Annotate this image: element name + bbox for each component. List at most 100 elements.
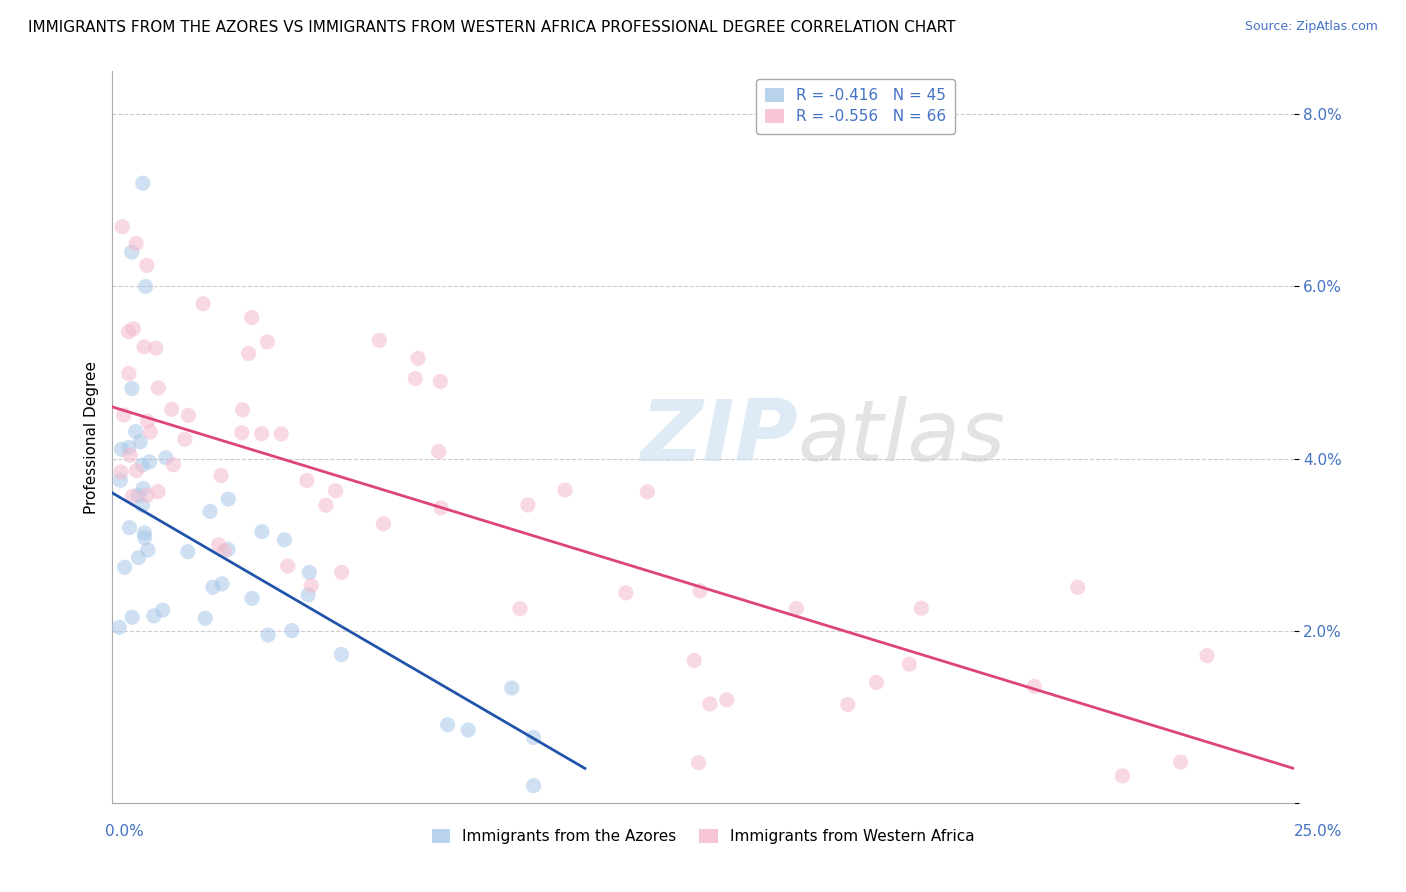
Point	[146, 484, 169, 499]
Point	[145, 341, 167, 355]
Point	[231, 425, 253, 440]
Point	[125, 236, 148, 251]
Text: atlas: atlas	[797, 395, 1005, 479]
Text: IMMIGRANTS FROM THE AZORES VS IMMIGRANTS FROM WESTERN AFRICA PROFESSIONAL DEGREE: IMMIGRANTS FROM THE AZORES VS IMMIGRANTS…	[28, 20, 956, 35]
Point	[240, 591, 263, 606]
Point	[198, 504, 221, 518]
Point	[117, 325, 139, 339]
Point	[121, 382, 143, 396]
Point	[430, 500, 453, 515]
Point	[231, 402, 253, 417]
Point	[131, 498, 153, 512]
Point	[297, 588, 319, 602]
Point	[194, 611, 217, 625]
Point	[636, 484, 658, 499]
Point	[522, 731, 544, 745]
Point	[238, 346, 260, 360]
Point	[1170, 755, 1192, 769]
Point	[406, 351, 429, 366]
Point	[240, 310, 263, 325]
Point	[501, 681, 523, 695]
Point	[373, 516, 395, 531]
Point	[111, 219, 134, 234]
Point	[118, 367, 141, 381]
Point	[281, 624, 304, 638]
Point	[132, 340, 155, 354]
Point	[457, 723, 479, 737]
Point	[134, 531, 156, 545]
Point	[121, 489, 143, 503]
Point	[250, 426, 273, 441]
Point	[132, 482, 155, 496]
Point	[136, 543, 159, 558]
Text: 0.0%: 0.0%	[105, 824, 145, 838]
Point	[330, 648, 353, 662]
Point	[114, 560, 136, 574]
Point	[155, 450, 177, 465]
Point	[124, 425, 146, 439]
Point	[128, 550, 150, 565]
Point	[865, 675, 887, 690]
Point	[217, 491, 239, 506]
Point	[209, 468, 232, 483]
Point	[211, 577, 233, 591]
Y-axis label: Professional Degree: Professional Degree	[83, 360, 98, 514]
Point	[162, 458, 184, 472]
Point	[273, 533, 295, 547]
Point	[135, 258, 157, 272]
Text: 25.0%: 25.0%	[1295, 824, 1343, 838]
Point	[688, 756, 710, 770]
Point	[368, 334, 391, 348]
Point	[554, 483, 576, 497]
Point	[121, 610, 143, 624]
Point	[614, 586, 637, 600]
Point	[110, 442, 132, 457]
Point	[129, 434, 152, 449]
Point	[837, 698, 859, 712]
Point	[299, 578, 322, 592]
Point	[135, 279, 157, 293]
Point	[1024, 680, 1046, 694]
Text: Source: ZipAtlas.com: Source: ZipAtlas.com	[1244, 20, 1378, 33]
Point	[509, 601, 531, 615]
Point	[429, 375, 451, 389]
Point	[152, 603, 174, 617]
Point	[699, 697, 721, 711]
Point	[516, 498, 538, 512]
Point	[132, 176, 155, 190]
Point	[136, 414, 159, 428]
Point	[716, 693, 738, 707]
Point	[683, 654, 706, 668]
Point	[110, 473, 132, 487]
Point	[136, 488, 159, 502]
Point	[118, 441, 141, 455]
Point	[131, 458, 153, 472]
Point	[250, 524, 273, 539]
Point	[177, 409, 200, 423]
Point	[110, 465, 132, 479]
Point	[121, 245, 143, 260]
Point	[134, 525, 156, 540]
Point	[330, 566, 353, 580]
Point	[270, 427, 292, 442]
Point	[138, 455, 160, 469]
Point	[295, 474, 318, 488]
Point	[689, 583, 711, 598]
Legend: Immigrants from the Azores, Immigrants from Western Africa: Immigrants from the Azores, Immigrants f…	[426, 822, 980, 850]
Point	[142, 608, 165, 623]
Point	[404, 371, 426, 385]
Point	[122, 322, 145, 336]
Point	[118, 448, 141, 462]
Text: ZIP: ZIP	[640, 395, 797, 479]
Point	[214, 544, 236, 558]
Point	[325, 483, 347, 498]
Point	[177, 545, 200, 559]
Point	[257, 628, 280, 642]
Point	[427, 444, 450, 458]
Point	[208, 538, 231, 552]
Point	[125, 464, 148, 478]
Point	[139, 425, 162, 439]
Point	[148, 381, 170, 395]
Point	[217, 542, 239, 557]
Point	[436, 717, 458, 731]
